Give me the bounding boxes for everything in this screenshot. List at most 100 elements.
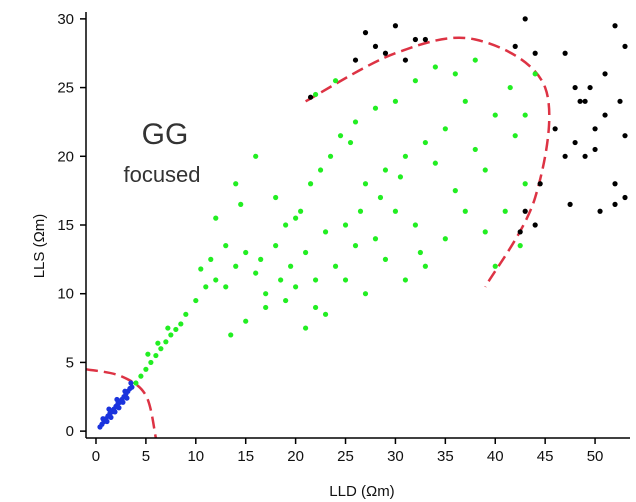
point-green-37 [337, 133, 344, 139]
point-blue-16 [129, 384, 135, 390]
point-black-7 [412, 36, 418, 43]
point-green-93 [322, 311, 329, 317]
point-black-37 [612, 181, 618, 187]
point-black-35 [582, 153, 588, 159]
x-tick-label-25: 25 [337, 448, 354, 465]
point-blue-23 [100, 416, 106, 422]
point-green-80 [382, 256, 389, 262]
point-green-91 [283, 297, 289, 304]
y-axis-label: LLS (Ωm) [31, 214, 48, 279]
point-black-26 [577, 98, 583, 104]
y-tick-label-20: 20 [57, 148, 74, 165]
point-green-86 [472, 146, 478, 153]
x-axis-label: LLD (Ωm) [329, 483, 394, 500]
point-black-15 [592, 126, 598, 132]
y-tick-label-10: 10 [57, 286, 74, 303]
point-green-33 [317, 167, 324, 173]
point-green-6 [163, 339, 169, 345]
point-blue-25 [114, 396, 120, 403]
point-green-76 [293, 215, 299, 221]
point-green-18 [228, 332, 234, 338]
point-green-47 [397, 174, 404, 180]
x-tick-label-0: 0 [92, 448, 100, 465]
y-tick-label-15: 15 [57, 217, 74, 234]
point-black-11 [512, 43, 518, 49]
point-green-34 [322, 229, 329, 235]
point-black-2 [362, 30, 369, 36]
point-green-9 [178, 321, 184, 327]
point-green-54 [452, 188, 458, 194]
point-green-83 [462, 208, 468, 214]
point-blue-20 [116, 405, 122, 411]
point-green-90 [263, 304, 269, 311]
point-blue-26 [122, 388, 128, 394]
point-black-29 [617, 98, 623, 104]
point-green-3 [148, 359, 154, 366]
point-black-16 [602, 71, 608, 77]
point-green-72 [452, 71, 458, 77]
axes: 0 5 10 15 20 25 30 35 40 45 50 0 5 10 15 20 25 30 [57, 11, 630, 465]
point-green-41 [357, 208, 364, 214]
point-green-35 [327, 153, 334, 159]
point-black-30 [537, 181, 543, 187]
point-green-30 [302, 249, 309, 256]
x-tick-label-45: 45 [537, 448, 554, 465]
point-black-10 [532, 50, 538, 56]
point-blue-17 [104, 418, 110, 425]
point-blue-19 [112, 409, 118, 415]
point-blue-24 [106, 406, 112, 412]
point-green-70 [412, 78, 418, 84]
point-black-3 [372, 43, 379, 49]
point-green-17 [223, 284, 229, 290]
point-blue-21 [120, 399, 126, 405]
point-green-50 [417, 249, 423, 256]
point-black-12 [562, 50, 568, 56]
point-blue-27 [128, 380, 134, 386]
point-green-21 [253, 270, 259, 276]
scatter-points [97, 16, 628, 430]
point-green-13 [183, 311, 189, 317]
point-green-92 [302, 325, 309, 331]
point-green-0 [133, 380, 139, 386]
point-green-75 [273, 194, 279, 201]
point-green-1 [138, 373, 144, 379]
point-green-5 [158, 346, 164, 352]
point-black-22 [612, 201, 618, 207]
point-black-19 [572, 139, 578, 146]
point-green-55 [462, 98, 468, 104]
point-green-25 [278, 277, 284, 283]
point-green-29 [298, 208, 304, 214]
point-green-53 [442, 126, 448, 132]
x-tick-label-50: 50 [587, 448, 604, 465]
x-tick-label-40: 40 [487, 448, 504, 465]
point-green-2 [143, 366, 149, 372]
point-green-98 [198, 266, 204, 272]
y-tick-label-0: 0 [66, 423, 74, 440]
point-blue-22 [124, 395, 130, 401]
point-black-21 [592, 146, 598, 153]
point-black-18 [622, 43, 628, 49]
point-green-20 [243, 249, 249, 256]
point-green-52 [432, 160, 438, 166]
point-black-31 [522, 208, 528, 214]
point-green-45 [382, 167, 389, 173]
point-black-34 [597, 208, 603, 214]
annotation-focused: focused [123, 162, 200, 187]
point-green-73 [233, 181, 239, 187]
point-green-31 [307, 181, 314, 187]
point-green-89 [243, 318, 249, 324]
point-green-94 [223, 243, 229, 249]
point-green-67 [352, 119, 359, 125]
point-green-77 [312, 304, 319, 311]
x-tick-label-30: 30 [387, 448, 404, 465]
point-green-28 [293, 284, 299, 290]
point-black-5 [392, 23, 399, 29]
x-tick-label-5: 5 [142, 448, 150, 465]
point-green-71 [432, 64, 438, 70]
point-green-95 [213, 215, 219, 221]
point-green-65 [312, 91, 319, 98]
point-black-24 [622, 194, 628, 201]
x-tick-label-20: 20 [287, 448, 304, 465]
point-green-66 [332, 78, 339, 84]
